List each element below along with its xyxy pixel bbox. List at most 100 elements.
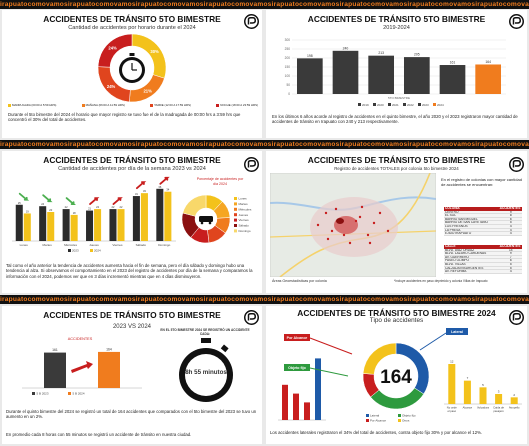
trend-down-arrow-icon xyxy=(42,194,53,203)
panel-subtitle: Cantidad de accidentes por día de la sem… xyxy=(58,166,206,172)
tipo-data-label: 12 xyxy=(450,360,454,364)
accident-point xyxy=(368,241,372,245)
tipo-tick-label: Atropello xyxy=(509,406,520,410)
dia-bar xyxy=(132,196,140,241)
dia-bar xyxy=(23,213,31,241)
calles-header-cell: ACCIDENTES xyxy=(498,245,522,249)
accidents-map[interactable] xyxy=(270,173,436,277)
anual-legend-swatch xyxy=(358,103,361,106)
panel-dia: ACCIDENTES DE TRÁNSITO 5TO BIMESTRE Cant… xyxy=(2,151,262,293)
panel-footnote: En promedio cada 8 horas con 55 minutos … xyxy=(6,432,192,437)
accident-point xyxy=(330,229,334,233)
calles-table: CALLE ACCIDENTES BLVD. DIAZ ORDAZ 14 BLVD. L… xyxy=(444,245,522,274)
comparativo-legend-swatch xyxy=(68,392,71,395)
tipo-trend-bar xyxy=(304,402,310,420)
tipo-trend-bar xyxy=(282,384,288,420)
brand-logo-icon xyxy=(244,310,259,325)
colonias-cell: 6 xyxy=(498,217,522,222)
dia-data-label: 25 xyxy=(18,201,21,205)
anual-legend-label: 2022 xyxy=(407,103,414,107)
accident-point xyxy=(316,223,320,227)
trend-up-arrow-icon xyxy=(135,181,147,190)
brand-logo-icon xyxy=(509,310,524,325)
horario-legend-item: NOCHE (18:00 A 23:59 HRS) xyxy=(216,103,258,107)
tipo-callout-label: Lateral xyxy=(451,330,463,334)
dia-donut-legend-swatch xyxy=(234,197,237,200)
horario-data-label: 24% xyxy=(108,45,117,50)
horario-legend-label: TARDE (12:00 A 17:59 HRS) xyxy=(154,103,191,107)
map-note: *Incluye accidentes en paso deprimido y … xyxy=(394,279,488,283)
calles-cell: BLVD. LAZARO CARDENAS xyxy=(444,252,499,256)
tipo-donut-slice xyxy=(362,342,397,375)
anual-legend-label: 2021 xyxy=(392,103,399,107)
calles-cell: 9 xyxy=(498,252,522,256)
timer-caption: EN EL 5TO BIMESTRE 2024 SE REGISTRÓ UN A… xyxy=(160,328,250,336)
panel-subtitle: 2023 VS 2024 xyxy=(112,324,152,330)
tipo-legend-label: Por Alcance xyxy=(370,419,386,423)
anual-legend-label: 2023 xyxy=(422,103,429,107)
tipo-data-label: 3 xyxy=(498,390,500,394)
tipo-legend-label: Lateral xyxy=(370,414,380,418)
dia-bar xyxy=(86,210,94,241)
panel-tipo: ACCIDENTES DE TRÁNSITO 5TO BIMESTRE 2024… xyxy=(266,306,527,444)
callout-arrow xyxy=(309,367,349,377)
brand-strip-top: irapuatocomovamosirapuatocomovamosirapua… xyxy=(0,0,529,9)
dia-data-label: 22 xyxy=(65,205,68,209)
panel-subtitle: Cantidad de accidentes por horario duran… xyxy=(68,25,196,31)
tipo-legend-swatch xyxy=(366,419,369,422)
tipo-tick-label: Alcance xyxy=(463,406,473,410)
brand-logo-icon xyxy=(244,14,259,29)
panel-title: ACCIDENTES DE TRÁNSITO 5TO BIMESTRE xyxy=(307,155,486,165)
trend-up-arrow-icon xyxy=(89,197,100,205)
dia-data-label: 22 xyxy=(120,205,123,209)
calles-cell: CALZADA INSURGENTES xyxy=(444,266,499,271)
dia-data-label: 22 xyxy=(96,205,99,209)
anual-data-label: 240 xyxy=(343,46,349,50)
colonias-header-cell: ACCIDENTES xyxy=(498,207,522,211)
tipo-bar xyxy=(448,364,456,404)
dia-donut-legend-label: Domingo xyxy=(239,229,251,233)
dia-donut-legend-swatch xyxy=(234,202,237,206)
comparativo-legend-label: 5 B 2024 xyxy=(73,392,85,396)
dia-bar xyxy=(117,209,125,241)
tipo-tick-label: pasajero xyxy=(493,409,504,413)
dia-tick-label: Miércoles xyxy=(64,243,77,247)
accident-point xyxy=(334,207,338,211)
tipo-legend-label: Objeto fijo xyxy=(402,414,416,418)
calles-header-cell: CALLE xyxy=(444,245,499,249)
dia-bar xyxy=(15,204,23,241)
anual-tick-label: 200 xyxy=(285,56,291,60)
tipo-data-label: 7 xyxy=(467,376,469,380)
dia-data-label: 22 xyxy=(112,205,115,209)
comparativo-legend-label: 5 B 2023 xyxy=(37,392,49,396)
comparativo-chart-title: ACCIDENTES xyxy=(68,337,93,341)
brand-logo-icon xyxy=(244,157,259,172)
dia-data-label: 34 xyxy=(166,188,169,192)
dia-data-label: 31 xyxy=(135,192,138,196)
comparativo-bar xyxy=(98,351,120,388)
anual-legend-label: 2024 xyxy=(437,103,444,107)
comparativo-data-label: 164 xyxy=(106,347,112,351)
calles-table-row: PASEO OLIMPO 6 xyxy=(444,259,522,263)
calles-table-row: AV. GUERRERO 7 xyxy=(444,255,522,260)
horario-legend-item: MADRUGADA (00:00 A 5:59 HRS) xyxy=(8,103,56,107)
panel-comparativo: ACCIDENTES DE TRÁNSITO 5TO BIMESTRE 2023… xyxy=(2,306,262,444)
tipo-callout-tag xyxy=(446,328,468,335)
tipo-tick-label: Volcadura xyxy=(477,406,489,410)
accident-point xyxy=(366,233,370,237)
panel-subtitle: Registro de accidentes TOTALES por colon… xyxy=(334,166,459,171)
calles-table-row: BLVD. VILLAS 5 xyxy=(444,262,522,267)
accident-point xyxy=(386,229,390,233)
brand-logo-icon xyxy=(509,14,524,29)
tipo-bar xyxy=(479,387,487,404)
anual-legend-label: 2019 xyxy=(362,103,369,107)
accident-point xyxy=(360,205,364,209)
dia-donut-legend-label: Lunes xyxy=(239,197,248,201)
dia-donut-title: día 2024 xyxy=(213,182,227,186)
accident-point xyxy=(342,233,346,237)
calles-table-row: AV. REFORMA 4 xyxy=(444,270,522,274)
timer-value: 8h 55 minutos xyxy=(185,369,227,376)
colonias-cell: LA PRESA xyxy=(444,228,499,233)
anual-data-label: 198 xyxy=(307,54,313,58)
